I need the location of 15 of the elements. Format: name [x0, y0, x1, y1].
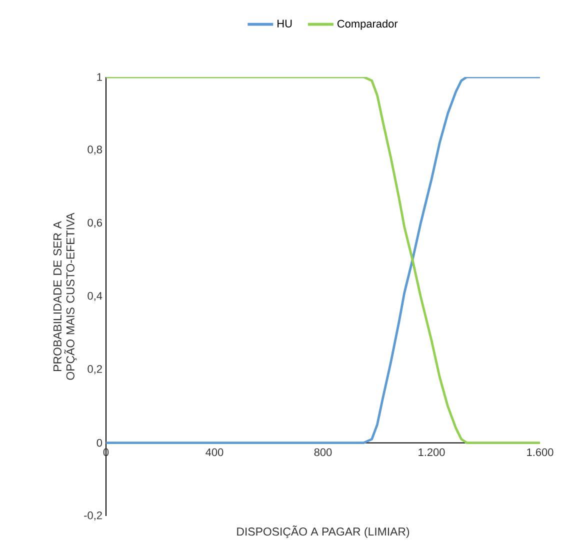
y-tick-label: 0,6 — [88, 218, 102, 228]
y-axis-title: PROBABILIDADE DE SER A OPÇÃO MAIS CUSTO-EFETIVA — [53, 212, 77, 380]
y-tick-label: 0,4 — [88, 292, 102, 302]
legend-label: Comparador — [337, 20, 398, 30]
y-tick-label: 0,2 — [88, 365, 102, 374]
y-tick-label: -0,2 — [84, 511, 102, 521]
x-tick-label: 800 — [314, 448, 332, 456]
x-axis-title: DISPOSIÇÃO A PAGAR (LIMIAR) — [237, 525, 410, 538]
x-tick-label: 1.200 — [418, 448, 445, 456]
x-tick-label: 1.600 — [527, 448, 554, 456]
y-tick-label: 0 — [96, 438, 102, 447]
y-tick-label: 0,8 — [88, 146, 102, 155]
y-tick-label: 1 — [97, 73, 102, 81]
legend-label: HU — [278, 20, 292, 28]
x-tick-label: 400 — [206, 448, 224, 456]
